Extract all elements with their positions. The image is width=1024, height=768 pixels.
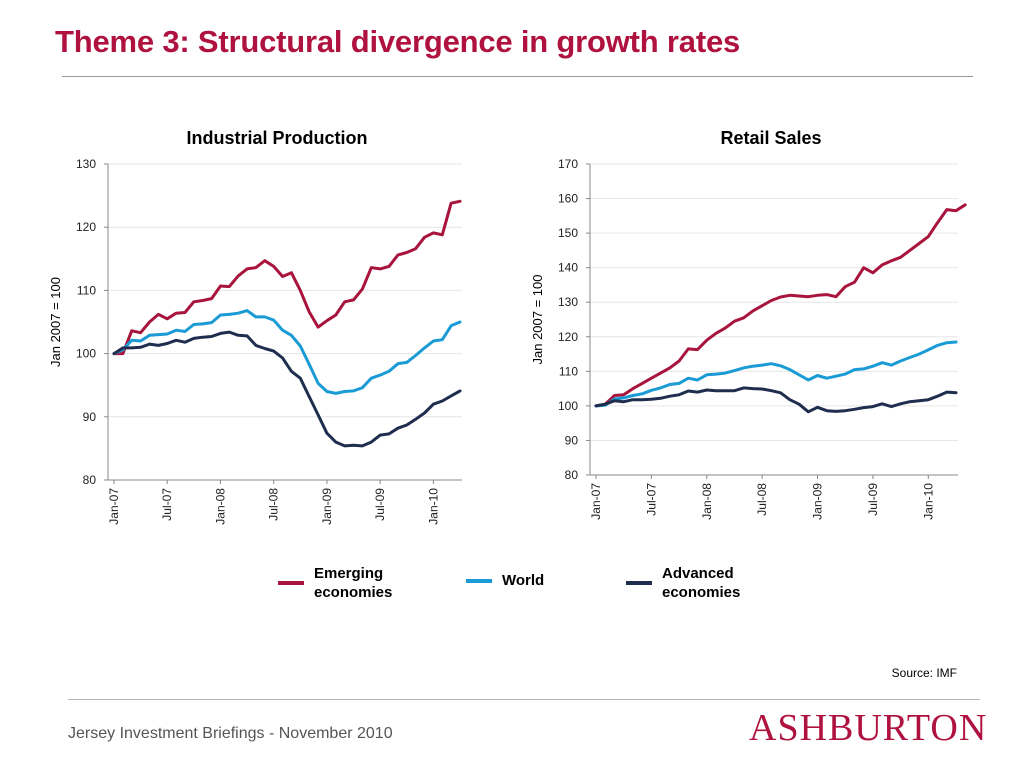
- footer-text: Jersey Investment Briefings - November 2…: [68, 725, 393, 742]
- y-tick-label: 100: [76, 347, 96, 361]
- x-tick-label: Jan-10: [921, 483, 935, 520]
- series-line-world: [594, 340, 958, 408]
- x-tick-label: Jan-07: [589, 483, 603, 520]
- legend-swatch-world: [466, 578, 492, 583]
- x-tick-label: Jul-09: [866, 483, 880, 516]
- y-axis-label: Jan 2007 = 100: [48, 277, 63, 367]
- x-tick-label: Jul-07: [160, 488, 174, 521]
- legend-swatch-emerging: [278, 581, 304, 585]
- retail-sales-chart: Retail Sales 80 90 100 110 120 130 140 150 160 17…: [512, 120, 1024, 540]
- x-tick-label: Jul-08: [755, 483, 769, 516]
- chart-plot: 80 90 100 110 120 130 140 150 160 170 Jan-07 Jul-07…: [530, 157, 967, 520]
- y-tick-label: 110: [77, 283, 96, 297]
- industrial-production-chart: Industrial Production 80 90 100 110 120 130 Ja…: [0, 120, 512, 540]
- legend-label: Emerging economies: [314, 565, 393, 601]
- ashburton-logo: ASHBURTON: [749, 707, 988, 749]
- y-tick-label: 80: [83, 473, 97, 487]
- series-line-emerging: [112, 199, 462, 356]
- series-line-advanced: [112, 330, 462, 448]
- title-divider: [62, 76, 973, 77]
- chart-title: Retail Sales: [720, 128, 822, 148]
- x-tick-label: Jan-08: [213, 488, 227, 525]
- x-tick-label: Jan-07: [107, 488, 121, 525]
- source-note: Source: IMF: [891, 666, 957, 680]
- legend-label: World: [502, 572, 545, 589]
- series-line-world: [112, 309, 462, 395]
- x-tick-label: Jan-10: [426, 488, 440, 525]
- series-line-advanced: [594, 386, 958, 414]
- x-tick-label: Jan-09: [320, 488, 334, 525]
- x-tick-label: Jul-09: [373, 488, 387, 521]
- y-tick-label: 90: [83, 410, 97, 424]
- y-tick-label: 90: [565, 433, 579, 447]
- x-tick-label: Jan-08: [700, 483, 714, 520]
- y-tick-label: 120: [558, 330, 578, 344]
- x-tick-label: Jul-08: [267, 488, 281, 521]
- series-line-emerging: [594, 203, 967, 408]
- y-tick-label: 110: [559, 364, 578, 378]
- legend-swatch-advanced: [626, 581, 652, 585]
- y-tick-label: 140: [558, 261, 578, 275]
- chart-plot: 80 90 100 110 120 130 Jan-07 Jul-07 Jan-08 Jul-08…: [48, 157, 462, 525]
- y-tick-label: 170: [558, 157, 578, 171]
- x-tick-label: Jan-09: [811, 483, 825, 520]
- x-tick-label: Jul-07: [644, 483, 658, 516]
- legend-label: Advanced economies: [662, 565, 741, 601]
- legend-item-world: World: [466, 571, 544, 590]
- y-axis-label: Jan 2007 = 100: [530, 275, 545, 365]
- page-title: Theme 3: Structural divergence in growth…: [55, 24, 741, 59]
- y-tick-label: 120: [76, 220, 96, 234]
- y-tick-label: 160: [558, 192, 578, 206]
- y-tick-label: 130: [558, 295, 578, 309]
- y-tick-label: 150: [558, 226, 578, 240]
- legend-item-emerging: Emerging economies: [278, 564, 392, 602]
- chart-title: Industrial Production: [186, 128, 368, 148]
- legend-item-advanced: Advanced economies: [626, 564, 740, 602]
- footer-divider: [68, 699, 980, 700]
- y-tick-label: 80: [565, 468, 579, 482]
- y-tick-label: 130: [76, 157, 96, 171]
- y-tick-label: 100: [558, 399, 578, 413]
